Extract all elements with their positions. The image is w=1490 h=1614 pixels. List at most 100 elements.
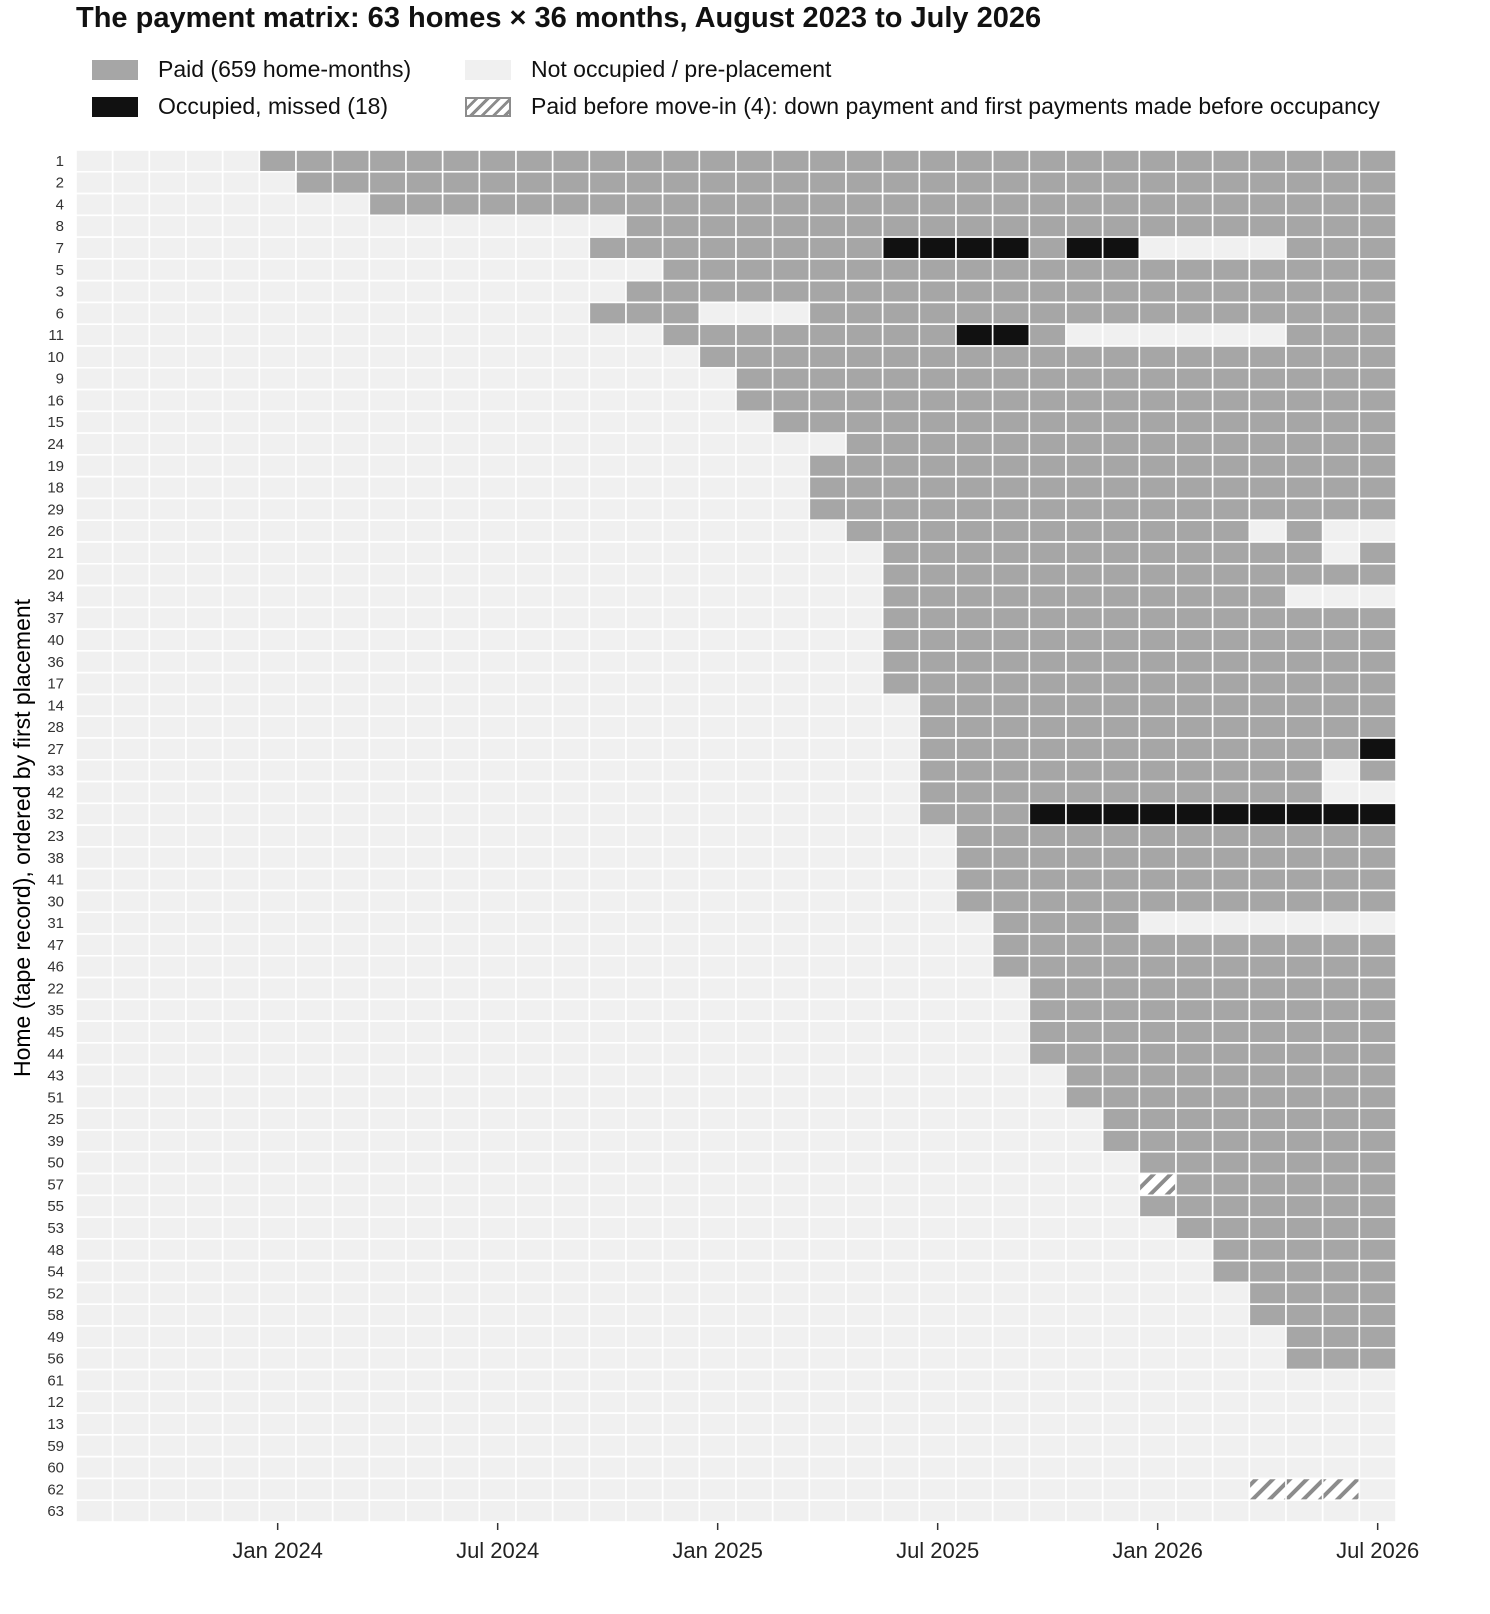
y-tick-label: 32 bbox=[47, 806, 64, 823]
cell-not-occupied bbox=[1321, 1499, 1361, 1523]
cell-not-occupied bbox=[1101, 1346, 1141, 1371]
cell-paid bbox=[1358, 214, 1397, 238]
cell-not-occupied bbox=[1101, 1390, 1141, 1414]
cell-not-occupied bbox=[111, 671, 151, 696]
y-axis-label-text: Home (tape record), ordered by first pla… bbox=[9, 598, 35, 1077]
cell-paid bbox=[1358, 388, 1397, 413]
cell-paid bbox=[1101, 846, 1141, 870]
cell-not-occupied bbox=[258, 1129, 297, 1153]
cell-paid bbox=[1211, 279, 1251, 304]
cell-paid bbox=[551, 149, 591, 173]
cell-not-occupied bbox=[295, 1412, 334, 1436]
cell-not-occupied bbox=[405, 1238, 444, 1262]
cell-not-occupied bbox=[735, 889, 774, 914]
cell-not-occupied bbox=[698, 1129, 737, 1153]
cell-not-occupied bbox=[661, 911, 701, 935]
cell-not-occupied bbox=[1321, 1390, 1361, 1414]
cell-not-occupied bbox=[148, 1085, 187, 1110]
cell-paid bbox=[1065, 1063, 1104, 1088]
cell-paid bbox=[1211, 584, 1251, 609]
cell-not-occupied bbox=[331, 867, 371, 892]
cell-not-occupied bbox=[221, 1325, 261, 1349]
cell-not-occupied bbox=[258, 388, 297, 413]
cell-paid bbox=[1101, 693, 1141, 718]
cell-paid bbox=[955, 562, 994, 587]
cell-missed bbox=[1175, 802, 1214, 826]
cell-not-occupied bbox=[881, 1325, 921, 1349]
y-tick-label: 20 bbox=[47, 567, 64, 584]
cell-paid bbox=[1175, 758, 1214, 783]
y-tick-label: 34 bbox=[47, 588, 64, 605]
cell-paid bbox=[808, 170, 847, 195]
cell-not-occupied bbox=[331, 1499, 371, 1523]
cell-not-occupied bbox=[185, 584, 224, 609]
cell-paid bbox=[1175, 1150, 1214, 1175]
cell-not-occupied bbox=[515, 1020, 554, 1044]
cell-not-occupied bbox=[808, 432, 847, 456]
cell-not-occupied bbox=[441, 1303, 481, 1327]
cell-not-occupied bbox=[258, 562, 297, 587]
cell-not-occupied bbox=[625, 1434, 664, 1458]
cell-not-occupied bbox=[991, 1455, 1031, 1480]
cell-paid bbox=[1065, 1085, 1104, 1110]
cell-not-occupied bbox=[368, 584, 407, 609]
cell-paid bbox=[1065, 628, 1104, 652]
cell-not-occupied bbox=[478, 519, 517, 543]
cell-paid bbox=[625, 236, 664, 260]
cell-not-occupied bbox=[148, 758, 187, 783]
cell-paid bbox=[1211, 1020, 1251, 1044]
cell-not-occupied bbox=[661, 1216, 701, 1240]
cell-not-occupied bbox=[368, 693, 407, 718]
cell-not-occupied bbox=[515, 279, 554, 304]
cell-not-occupied bbox=[405, 954, 444, 979]
cell-paid bbox=[368, 170, 407, 195]
cell-not-occupied bbox=[148, 911, 187, 935]
cell-not-occupied bbox=[808, 1412, 847, 1436]
cell-not-occupied bbox=[1101, 1434, 1141, 1458]
cell-not-occupied bbox=[75, 650, 114, 674]
cell-not-occupied bbox=[185, 1303, 224, 1327]
cell-not-occupied bbox=[75, 541, 114, 565]
cell-paid bbox=[1028, 737, 1067, 761]
cell-paid bbox=[1101, 650, 1141, 674]
cell-not-occupied bbox=[1211, 1477, 1251, 1502]
cell-not-occupied bbox=[845, 954, 884, 979]
cell-paid bbox=[258, 149, 297, 173]
cell-not-occupied bbox=[75, 258, 114, 282]
cell-not-occupied bbox=[111, 497, 151, 522]
cell-paid bbox=[1285, 236, 1324, 260]
cell-paid bbox=[1101, 541, 1141, 565]
cell-not-occupied bbox=[441, 650, 481, 674]
cell-paid bbox=[1285, 192, 1324, 217]
cell-paid bbox=[1065, 301, 1104, 326]
cell-not-occupied bbox=[441, 562, 481, 587]
cell-not-occupied bbox=[515, 1042, 554, 1066]
cell-not-occupied bbox=[258, 1150, 297, 1175]
cell-not-occupied bbox=[698, 1477, 737, 1502]
cell-not-occupied bbox=[845, 1390, 884, 1414]
cell-not-occupied bbox=[258, 475, 297, 500]
cell-not-occupied bbox=[331, 562, 371, 587]
cell-paid bbox=[881, 279, 921, 304]
cell-paid bbox=[881, 628, 921, 652]
cell-paid bbox=[295, 149, 334, 173]
cell-not-occupied bbox=[258, 693, 297, 718]
cell-not-occupied bbox=[368, 1063, 407, 1088]
cell-paid bbox=[1101, 867, 1141, 892]
cell-not-occupied bbox=[845, 1368, 884, 1393]
cell-not-occupied bbox=[405, 1194, 444, 1218]
cell-not-occupied bbox=[295, 1063, 334, 1088]
cell-not-occupied bbox=[75, 824, 114, 848]
cell-not-occupied bbox=[478, 1455, 517, 1480]
cell-paid bbox=[918, 606, 957, 630]
cell-not-occupied bbox=[771, 693, 811, 718]
cell-not-occupied bbox=[295, 410, 334, 434]
cell-not-occupied bbox=[771, 1281, 811, 1306]
cell-paid bbox=[1211, 149, 1251, 173]
cell-paid bbox=[1321, 258, 1361, 282]
cell-not-occupied bbox=[221, 562, 261, 587]
cell-not-occupied bbox=[588, 1325, 627, 1349]
cell-paid bbox=[1101, 301, 1141, 326]
cell-paid bbox=[1028, 497, 1067, 522]
cell-not-occupied bbox=[845, 911, 884, 935]
